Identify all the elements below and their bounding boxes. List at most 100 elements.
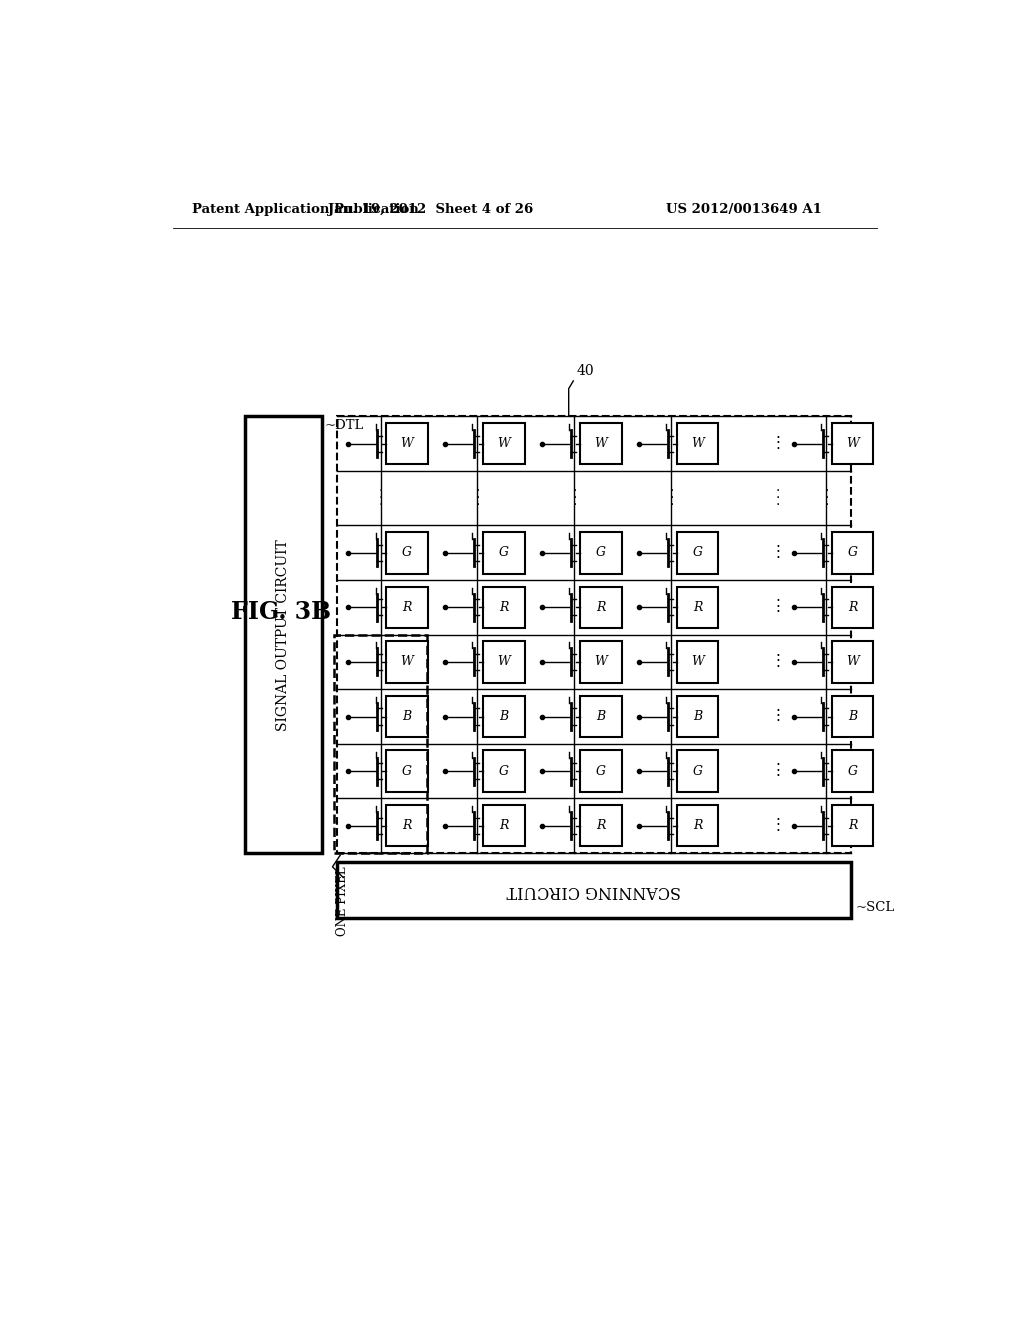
Text: G: G bbox=[499, 546, 509, 560]
Bar bbox=[483, 586, 524, 628]
Bar bbox=[580, 750, 622, 792]
Bar bbox=[580, 696, 622, 738]
Bar bbox=[337, 862, 851, 919]
Text: ·: · bbox=[378, 484, 383, 498]
Text: B: B bbox=[693, 710, 702, 723]
Text: US 2012/0013649 A1: US 2012/0013649 A1 bbox=[666, 203, 821, 216]
Text: ·: · bbox=[775, 430, 780, 446]
Text: R: R bbox=[402, 601, 412, 614]
Bar bbox=[833, 750, 873, 792]
Bar bbox=[580, 805, 622, 846]
Text: ·: · bbox=[669, 484, 674, 498]
Text: ·: · bbox=[775, 655, 780, 669]
Text: W: W bbox=[498, 656, 510, 668]
Text: ·: · bbox=[572, 491, 577, 506]
Bar bbox=[580, 642, 622, 682]
Text: FIG. 3B: FIG. 3B bbox=[230, 599, 331, 623]
Text: B: B bbox=[402, 710, 412, 723]
Bar bbox=[833, 642, 873, 682]
Text: ·: · bbox=[475, 491, 479, 506]
Bar bbox=[245, 416, 322, 853]
Text: ·: · bbox=[775, 436, 780, 451]
Text: ·: · bbox=[775, 660, 780, 675]
Text: Jan. 19, 2012  Sheet 4 of 26: Jan. 19, 2012 Sheet 4 of 26 bbox=[329, 203, 534, 216]
Text: ·: · bbox=[572, 484, 577, 498]
Bar bbox=[386, 750, 428, 792]
Text: R: R bbox=[596, 601, 605, 614]
Text: G: G bbox=[596, 764, 606, 777]
Text: Patent Application Publication: Patent Application Publication bbox=[193, 203, 419, 216]
Bar bbox=[677, 422, 719, 465]
Text: R: R bbox=[693, 601, 702, 614]
Text: ·: · bbox=[775, 550, 780, 566]
Bar bbox=[833, 422, 873, 465]
Bar bbox=[580, 586, 622, 628]
Text: W: W bbox=[498, 437, 510, 450]
Text: R: R bbox=[848, 820, 857, 832]
Bar bbox=[386, 805, 428, 846]
Bar bbox=[580, 422, 622, 465]
Bar bbox=[337, 416, 851, 853]
Text: ·: · bbox=[775, 594, 780, 610]
Text: ~DTL: ~DTL bbox=[325, 420, 364, 433]
Text: ·: · bbox=[669, 491, 674, 506]
Bar bbox=[677, 696, 719, 738]
Bar bbox=[833, 696, 873, 738]
Bar bbox=[386, 422, 428, 465]
Bar bbox=[677, 586, 719, 628]
Text: ·: · bbox=[824, 484, 828, 498]
Text: ·: · bbox=[669, 498, 674, 512]
Bar bbox=[833, 805, 873, 846]
Text: W: W bbox=[594, 437, 607, 450]
Text: ·: · bbox=[775, 540, 780, 554]
Text: ·: · bbox=[775, 491, 780, 506]
Bar bbox=[483, 642, 524, 682]
Text: G: G bbox=[499, 764, 509, 777]
Bar bbox=[833, 586, 873, 628]
Text: ·: · bbox=[775, 818, 780, 833]
Text: G: G bbox=[692, 764, 702, 777]
Text: R: R bbox=[693, 820, 702, 832]
Text: ·: · bbox=[775, 824, 780, 838]
Text: ·: · bbox=[475, 498, 479, 512]
Text: ·: · bbox=[378, 491, 383, 506]
Text: ·: · bbox=[775, 704, 780, 718]
Text: G: G bbox=[848, 764, 858, 777]
Text: G: G bbox=[596, 546, 606, 560]
Bar bbox=[483, 805, 524, 846]
Text: ·: · bbox=[775, 714, 780, 730]
Text: SIGNAL OUTPUT CIRCUIT: SIGNAL OUTPUT CIRCUIT bbox=[276, 539, 290, 730]
Text: ·: · bbox=[775, 649, 780, 664]
Text: SCANNING CIRCUIT: SCANNING CIRCUIT bbox=[507, 882, 681, 899]
Bar bbox=[677, 532, 719, 573]
Text: W: W bbox=[691, 437, 705, 450]
Text: ·: · bbox=[775, 763, 780, 779]
Text: R: R bbox=[596, 820, 605, 832]
Text: W: W bbox=[594, 656, 607, 668]
Text: G: G bbox=[848, 546, 858, 560]
Text: ·: · bbox=[775, 484, 780, 498]
Text: ·: · bbox=[775, 770, 780, 784]
Text: ·: · bbox=[475, 484, 479, 498]
Text: R: R bbox=[500, 820, 509, 832]
Bar bbox=[483, 696, 524, 738]
Bar bbox=[580, 532, 622, 573]
Text: ·: · bbox=[378, 498, 383, 512]
Text: ·: · bbox=[775, 606, 780, 620]
Text: ONE PIXEL: ONE PIXEL bbox=[336, 867, 348, 936]
Text: W: W bbox=[846, 437, 859, 450]
Bar bbox=[483, 422, 524, 465]
Text: 40: 40 bbox=[577, 364, 594, 378]
Text: R: R bbox=[402, 820, 412, 832]
Text: G: G bbox=[402, 764, 412, 777]
Text: W: W bbox=[400, 656, 414, 668]
Text: ·: · bbox=[775, 498, 780, 512]
Text: ·: · bbox=[824, 498, 828, 512]
Text: ·: · bbox=[775, 709, 780, 723]
Bar bbox=[386, 586, 428, 628]
Bar bbox=[833, 532, 873, 573]
Bar bbox=[386, 696, 428, 738]
Text: ·: · bbox=[824, 491, 828, 506]
Text: W: W bbox=[400, 437, 414, 450]
Text: ·: · bbox=[775, 758, 780, 774]
